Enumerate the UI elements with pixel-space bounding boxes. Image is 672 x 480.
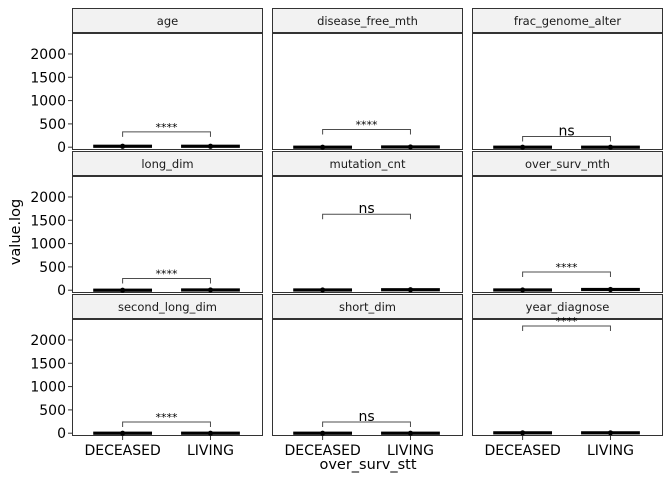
- median-point-living: [407, 430, 414, 436]
- significance-bracket: [122, 421, 211, 428]
- median-point-deceased: [520, 144, 526, 150]
- facet-strip: [472, 294, 663, 319]
- facet-panel-second-long-dim: second_long_dim 0 500 1000 1500 2000 DECEASED L…: [30, 294, 263, 459]
- panel-border: [472, 176, 663, 293]
- facet-strip-label: age: [157, 14, 178, 28]
- y-tick-label: 1000: [30, 94, 66, 110]
- facet-strip-label: disease_free_mth: [317, 14, 418, 28]
- median-point-deceased: [520, 287, 526, 293]
- significance-label: ns: [358, 409, 374, 425]
- significance-bracket: [322, 128, 411, 135]
- y-tick-label: 0: [57, 140, 66, 156]
- significance-bracket: [322, 213, 411, 220]
- median-point-deceased: [320, 430, 326, 436]
- y-tick-label: 1500: [30, 356, 66, 372]
- median-point-deceased: [520, 430, 526, 436]
- median-point-deceased: [120, 430, 126, 436]
- y-tick-label: 2000: [30, 190, 66, 206]
- significance-label: ****: [356, 118, 379, 131]
- panel-border: [272, 319, 463, 436]
- facet-strip: [72, 151, 263, 176]
- median-point-living: [407, 287, 414, 293]
- median-point-deceased: [320, 287, 326, 293]
- median-point-deceased: [320, 144, 326, 150]
- facet-strip-label: year_diagnose: [526, 300, 610, 314]
- facet-strip: [72, 294, 263, 319]
- significance-label: ****: [556, 261, 579, 274]
- facet-panel-year-diagnose: year_diagnose DECEASED LIVING ****: [472, 294, 663, 459]
- significance-label: ****: [556, 315, 579, 328]
- median-point-living: [207, 143, 214, 149]
- facet-grid: age 0 500 1000 1500 2000 **** disease_free_mth *…: [30, 8, 663, 459]
- panel-border: [272, 33, 463, 150]
- median-point-living: [407, 144, 414, 150]
- facet-strip-label: long_dim: [141, 157, 193, 171]
- y-tick-label: 500: [39, 260, 66, 276]
- x-tick-label: DECEASED: [484, 443, 560, 459]
- facet-strip: [72, 8, 263, 33]
- y-tick-label: 500: [39, 403, 66, 419]
- facet-strip: [272, 151, 463, 176]
- median-point-living: [607, 144, 614, 150]
- facet-strip-label: short_dim: [339, 300, 396, 314]
- facet-panel-over-surv-mth: over_surv_mth ****: [472, 151, 663, 293]
- facet-strip: [272, 8, 463, 33]
- y-axis-title: value.log: [8, 199, 24, 265]
- y-tick-label: 0: [57, 426, 66, 442]
- facet-panel-short-dim: short_dim DECEASED LIVING ns: [272, 294, 463, 459]
- median-point-living: [207, 287, 214, 293]
- significance-label: ns: [358, 201, 374, 217]
- x-axis-title: over_surv_stt: [319, 457, 416, 473]
- median-point-living: [607, 286, 614, 293]
- facet-strip-label: over_surv_mth: [525, 157, 610, 171]
- x-tick-label: LIVING: [387, 443, 434, 459]
- panel-border: [472, 33, 663, 150]
- panel-border: [272, 176, 463, 293]
- facet-strip-label: second_long_dim: [118, 300, 217, 314]
- facet-panel-long-dim: long_dim 0 500 1000 1500 2000 ****: [30, 151, 263, 299]
- facet-strip: [472, 151, 663, 176]
- y-tick-label: 1500: [30, 213, 66, 229]
- panel-border: [72, 33, 263, 150]
- median-point-living: [607, 430, 614, 436]
- significance-bracket: [122, 278, 211, 284]
- x-tick-label: DECEASED: [284, 443, 360, 459]
- facet-strip-label: mutation_cnt: [330, 157, 406, 171]
- facet-strip-label: frac_genome_alter: [514, 14, 621, 28]
- significance-bracket: [122, 131, 211, 137]
- significance-bracket: [522, 325, 611, 331]
- x-tick-label: LIVING: [187, 443, 234, 459]
- significance-label: ****: [156, 411, 179, 424]
- facet-panel-disease-free-mth: disease_free_mth ****: [272, 8, 463, 150]
- y-tick-label: 0: [57, 283, 66, 299]
- x-tick-label: DECEASED: [84, 443, 160, 459]
- y-tick-label: 1000: [30, 380, 66, 396]
- facet-strip: [472, 8, 663, 33]
- significance-bracket: [522, 271, 611, 278]
- x-tick-label: LIVING: [587, 443, 634, 459]
- y-tick-label: 500: [39, 117, 66, 133]
- median-point-deceased: [120, 287, 126, 293]
- panel-border: [72, 176, 263, 293]
- median-point-deceased: [120, 143, 126, 149]
- facet-panel-age: age 0 500 1000 1500 2000 ****: [30, 8, 263, 156]
- y-tick-label: 2000: [30, 333, 66, 349]
- y-tick-label: 2000: [30, 47, 66, 63]
- panel-border: [72, 319, 263, 436]
- significance-bracket: [322, 421, 411, 428]
- panel-border: [472, 319, 663, 436]
- y-tick-label: 1000: [30, 237, 66, 253]
- significance-label: ****: [156, 121, 179, 134]
- facet-strip: [272, 294, 463, 319]
- significance-label: ns: [558, 123, 574, 139]
- significance-bracket: [522, 135, 611, 142]
- y-tick-label: 1500: [30, 70, 66, 86]
- significance-label: ****: [156, 268, 179, 281]
- median-point-living: [207, 430, 214, 436]
